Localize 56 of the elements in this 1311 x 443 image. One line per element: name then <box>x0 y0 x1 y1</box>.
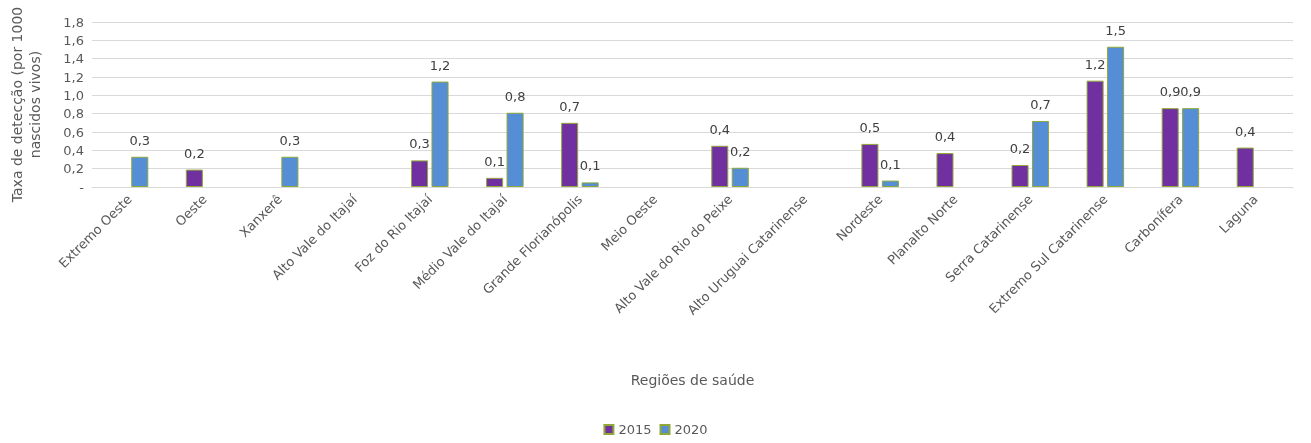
legend-label: 2020 <box>674 422 708 437</box>
bar <box>1236 147 1254 187</box>
data-label: 0,3 <box>409 136 430 152</box>
bar <box>486 177 504 187</box>
bar <box>131 156 149 187</box>
y-axis-title: Taxa de detecção (por 1000 nascidos vivos) <box>9 6 43 204</box>
y-tick-label: 0,8 <box>63 106 84 122</box>
y-tick-label: 0,4 <box>63 142 84 158</box>
data-label: 0,4 <box>709 121 731 137</box>
bar <box>711 145 729 187</box>
data-label: 0,8 <box>504 88 526 104</box>
bar <box>1107 46 1125 187</box>
bar <box>1161 108 1179 187</box>
data-label: 0,2 <box>729 143 751 159</box>
bar <box>1086 80 1104 187</box>
bar <box>731 167 749 187</box>
y-tick-label: 1,8 <box>63 14 84 30</box>
data-label: 0,9 <box>1180 84 1201 100</box>
y-tick-label: 1,2 <box>63 69 84 85</box>
data-label: 0,1 <box>484 153 505 169</box>
data-label: 0,5 <box>859 119 881 135</box>
bar <box>431 81 449 187</box>
data-label: 1,2 <box>1084 56 1106 72</box>
y-tick-label: - <box>79 179 85 195</box>
y-tick-label: 0,6 <box>63 124 84 140</box>
bar <box>281 156 299 187</box>
bar <box>185 169 203 187</box>
data-label: 0,2 <box>184 145 205 161</box>
data-label: 0,1 <box>579 158 601 174</box>
bar <box>936 153 954 187</box>
y-tick-label: 1,4 <box>63 51 84 67</box>
data-label: 0,9 <box>1159 84 1181 100</box>
bar <box>561 122 579 187</box>
data-label: 0,1 <box>880 156 901 172</box>
data-label: 0,3 <box>279 132 301 148</box>
x-axis-title: Regiões de saúde <box>630 372 755 388</box>
legend-label: 2015 <box>618 422 652 437</box>
data-label: 0,2 <box>1009 141 1031 156</box>
bar <box>1011 165 1029 187</box>
bar <box>411 160 429 187</box>
data-label: 0,3 <box>129 132 151 148</box>
bar <box>861 143 879 187</box>
bar <box>581 182 599 187</box>
data-label: 0,7 <box>559 98 581 114</box>
data-label: 1,2 <box>429 57 451 73</box>
y-tick-label: 1,6 <box>63 32 84 48</box>
y-tick-label: 1,0 <box>63 87 84 103</box>
y-tick-label: 0,2 <box>63 161 84 177</box>
bar <box>881 180 899 187</box>
data-label: 0,4 <box>1234 123 1256 139</box>
data-label: 0,4 <box>934 129 956 145</box>
bar <box>1182 108 1200 187</box>
data-label: 1,5 <box>1105 22 1126 38</box>
data-label: 0,7 <box>1030 97 1051 112</box>
bar <box>1031 121 1050 187</box>
bar <box>506 112 524 187</box>
